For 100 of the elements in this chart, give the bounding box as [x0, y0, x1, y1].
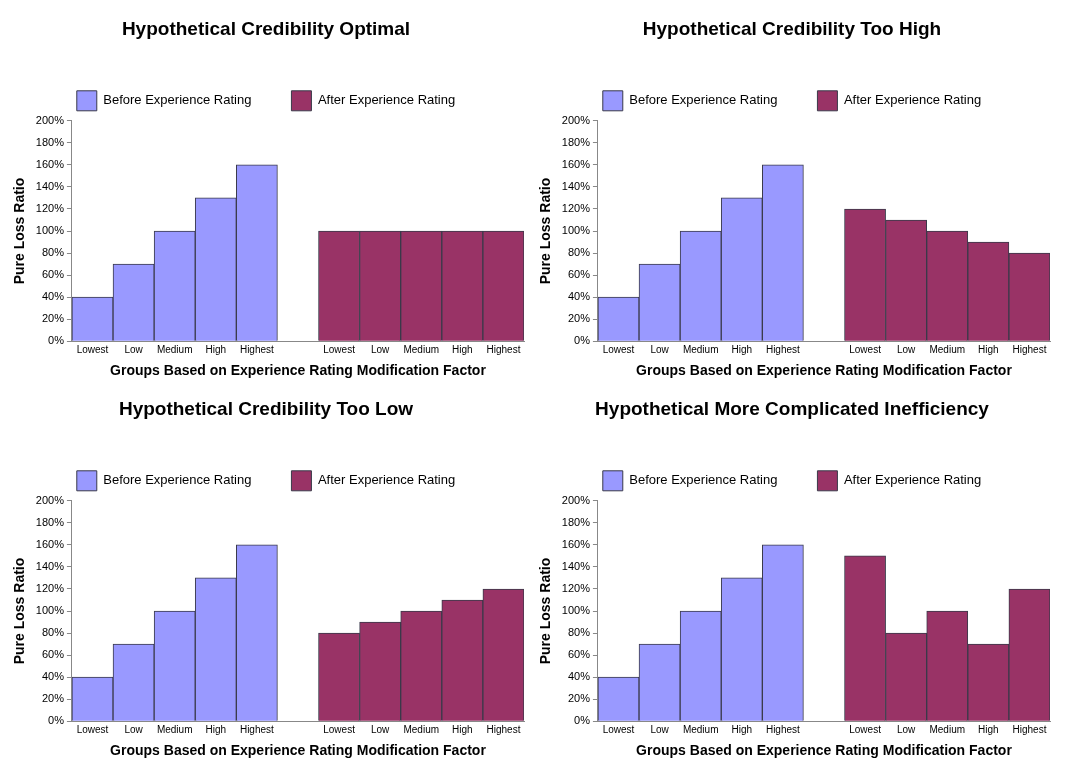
x-tick-label: Medium — [682, 723, 719, 735]
y-tick-label: 200% — [561, 113, 591, 126]
y-tick-label: 180% — [35, 135, 65, 148]
x-tick-label: High — [978, 343, 999, 355]
y-tick-label: 80% — [41, 626, 65, 639]
x-tick-label: Medium — [156, 343, 193, 355]
y-axis-title: Pure Loss Ratio — [537, 177, 554, 285]
y-tick-label: 100% — [35, 224, 65, 237]
y-tick-label: 200% — [35, 493, 65, 506]
y-tick-label: 140% — [561, 559, 591, 572]
chart-title: Hypothetical More Complicated Inefficiency — [595, 397, 990, 419]
y-tick-label: 120% — [561, 581, 591, 594]
chart-title: Hypothetical Credibility Too High — [642, 17, 942, 39]
y-tick-label: 60% — [41, 648, 65, 661]
x-tick-label: Low — [896, 343, 917, 355]
y-tick-label: 140% — [35, 559, 65, 572]
legend-label: Before Experience Rating — [103, 92, 252, 108]
legend-label: Before Experience Rating — [629, 472, 778, 488]
y-tick-label: 120% — [35, 581, 65, 594]
x-axis-title: Groups Based on Experience Rating Modification Factor — [636, 362, 1013, 379]
x-tick-label: Lowest — [76, 343, 109, 355]
y-tick-label: 60% — [41, 268, 65, 281]
y-tick-label: 160% — [561, 157, 591, 170]
legend-label: After Experience Rating — [843, 472, 982, 488]
x-tick-label: Medium — [403, 343, 440, 355]
y-tick-label: 200% — [35, 113, 65, 126]
x-tick-label: Low — [124, 723, 144, 735]
x-tick-label: Low — [124, 343, 144, 355]
legend-label: Before Experience Rating — [629, 92, 778, 108]
x-tick-label: Highest — [239, 723, 275, 735]
legend-label: After Experience Rating — [843, 92, 982, 108]
x-tick-label: Medium — [682, 343, 719, 355]
y-tick-label: 0% — [574, 334, 591, 347]
legend-label: After Experience Rating — [317, 472, 456, 488]
y-tick-label: 100% — [561, 604, 591, 617]
x-tick-label: High — [205, 343, 227, 355]
y-tick-label: 140% — [561, 179, 591, 192]
y-tick-label: 180% — [35, 515, 65, 528]
x-tick-label: Lowest — [76, 723, 109, 735]
x-tick-label: High — [205, 723, 227, 735]
x-tick-label: High — [978, 723, 999, 735]
x-tick-label: Medium — [929, 723, 966, 735]
x-tick-label: Lowest — [602, 343, 635, 355]
legend-label: After Experience Rating — [317, 92, 456, 108]
x-tick-label: Highest — [486, 723, 521, 735]
x-tick-label: Low — [650, 343, 670, 355]
x-tick-label: High — [452, 723, 473, 735]
y-tick-label: 160% — [35, 537, 65, 550]
legend-label: Before Experience Rating — [103, 472, 252, 488]
y-tick-label: 200% — [561, 493, 591, 506]
y-tick-label: 80% — [567, 626, 591, 639]
y-tick-label: 20% — [567, 692, 591, 705]
y-tick-label: 40% — [41, 670, 65, 683]
x-tick-label: Medium — [929, 343, 966, 355]
y-axis-title: Pure Loss Ratio — [11, 557, 28, 665]
y-tick-label: 80% — [567, 246, 591, 259]
x-tick-label: Highest — [1012, 723, 1047, 735]
x-tick-label: High — [452, 343, 473, 355]
y-tick-label: 100% — [35, 604, 65, 617]
x-axis-title: Groups Based on Experience Rating Modification Factor — [110, 742, 487, 759]
y-tick-label: 60% — [567, 268, 591, 281]
x-tick-label: Highest — [765, 723, 801, 735]
y-tick-label: 180% — [561, 135, 591, 148]
y-tick-label: 120% — [35, 201, 65, 214]
y-tick-label: 20% — [567, 312, 591, 325]
y-tick-label: 0% — [48, 714, 65, 727]
chart-title: Hypothetical Credibility Optimal — [121, 17, 411, 39]
x-tick-label: Highest — [239, 343, 275, 355]
y-tick-label: 120% — [561, 201, 591, 214]
x-tick-label: Lowest — [323, 343, 356, 355]
x-tick-label: Lowest — [323, 723, 356, 735]
y-axis-title: Pure Loss Ratio — [11, 177, 28, 285]
x-tick-label: High — [731, 343, 753, 355]
y-tick-label: 40% — [567, 670, 591, 683]
y-tick-label: 80% — [41, 246, 65, 259]
y-tick-label: 140% — [35, 179, 65, 192]
y-tick-label: 160% — [35, 157, 65, 170]
y-tick-label: 40% — [41, 290, 65, 303]
x-tick-label: Low — [650, 723, 670, 735]
y-tick-label: 40% — [567, 290, 591, 303]
y-tick-label: 180% — [561, 515, 591, 528]
x-tick-label: Lowest — [602, 723, 635, 735]
y-tick-label: 20% — [41, 312, 65, 325]
x-tick-label: Highest — [1012, 343, 1047, 355]
y-tick-label: 100% — [561, 224, 591, 237]
x-tick-label: Lowest — [849, 723, 882, 735]
x-tick-label: High — [731, 723, 753, 735]
x-tick-label: Medium — [403, 723, 440, 735]
x-tick-label: Low — [370, 343, 391, 355]
y-tick-label: 0% — [48, 334, 65, 347]
chart-title: Hypothetical Credibility Too Low — [118, 397, 414, 419]
x-tick-label: Lowest — [849, 343, 882, 355]
x-axis-title: Groups Based on Experience Rating Modification Factor — [636, 742, 1013, 759]
y-tick-label: 60% — [567, 648, 591, 661]
x-tick-label: Highest — [486, 343, 521, 355]
x-tick-label: Low — [370, 723, 391, 735]
x-tick-label: Highest — [765, 343, 801, 355]
y-tick-label: 160% — [561, 537, 591, 550]
x-axis-title: Groups Based on Experience Rating Modification Factor — [110, 362, 487, 379]
x-tick-label: Medium — [156, 723, 193, 735]
